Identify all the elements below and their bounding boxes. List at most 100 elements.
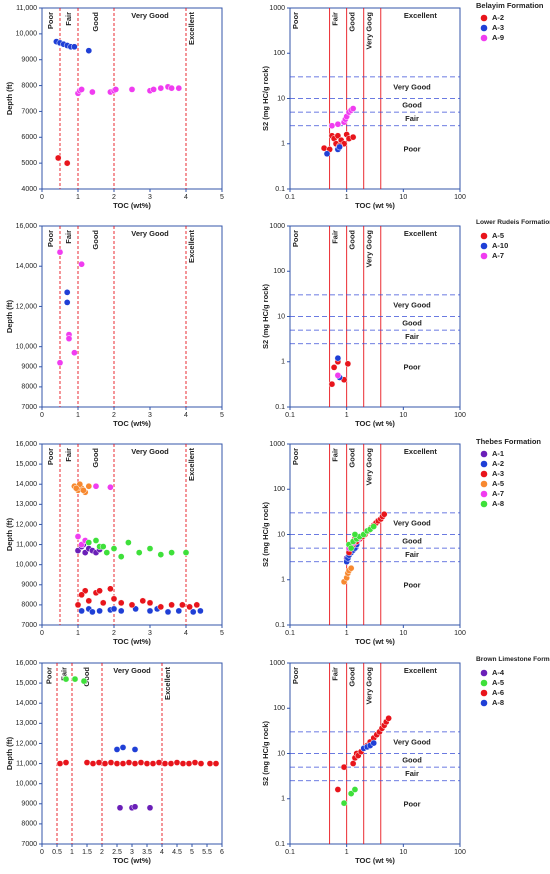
data-point bbox=[74, 601, 82, 609]
legend-title: Belayim Formation bbox=[476, 1, 544, 10]
zone-label: Poor bbox=[46, 448, 55, 465]
data-point bbox=[80, 677, 88, 685]
y-tick-label: 9000 bbox=[21, 57, 37, 64]
data-point bbox=[89, 760, 97, 767]
x-tick-label: 2 bbox=[100, 849, 104, 856]
data-point bbox=[347, 790, 355, 797]
data-point bbox=[78, 607, 85, 615]
x-tick-label: 0 bbox=[40, 849, 44, 856]
data-point bbox=[385, 714, 392, 722]
level-label: Poor bbox=[403, 363, 420, 372]
data-point bbox=[179, 760, 187, 767]
y-tick-label: 10 bbox=[277, 750, 285, 757]
zone-label: Poor bbox=[44, 667, 53, 684]
data-point bbox=[96, 607, 103, 615]
data-point bbox=[131, 803, 139, 811]
y-tick-label: 100 bbox=[273, 50, 285, 57]
y-tick-label: 7000 bbox=[21, 841, 37, 848]
legend-title: Lower Rudeis Formation bbox=[476, 219, 550, 226]
data-point bbox=[212, 760, 220, 767]
legend-label: A-7 bbox=[492, 489, 504, 498]
level-label: Fair bbox=[405, 769, 419, 778]
x-tick-label: 1 bbox=[76, 412, 80, 419]
data-point bbox=[186, 603, 193, 611]
data-point bbox=[146, 599, 154, 607]
y-tick-label: 0.1 bbox=[275, 622, 285, 629]
legend-marker bbox=[480, 500, 488, 508]
legend-label: A-2 bbox=[492, 13, 504, 22]
data-point bbox=[85, 597, 93, 605]
x-axis-label: TOC (wt %) bbox=[355, 637, 395, 646]
legend-label: A-2 bbox=[492, 459, 504, 468]
zone-label: Very Good bbox=[113, 666, 151, 675]
legend-marker bbox=[480, 689, 488, 697]
data-point bbox=[175, 84, 183, 92]
y-tick-label: 12,000 bbox=[16, 303, 38, 310]
zone-label: Good bbox=[91, 448, 100, 468]
y-tick-label: 6000 bbox=[21, 134, 37, 141]
data-point bbox=[349, 133, 357, 141]
x-axis-label: TOC (wt %) bbox=[355, 856, 395, 865]
y-tick-label: 5000 bbox=[21, 160, 37, 167]
legend-marker bbox=[480, 699, 488, 707]
y-tick-label: 10 bbox=[277, 313, 285, 320]
data-point bbox=[71, 43, 78, 51]
zone-label: Good bbox=[348, 12, 357, 32]
legend-marker bbox=[480, 480, 488, 488]
x-tick-label: 10 bbox=[399, 194, 407, 201]
zone-label: Very Good bbox=[131, 11, 169, 20]
data-point bbox=[71, 349, 78, 357]
data-point bbox=[155, 759, 163, 766]
legend-label: A-1 bbox=[492, 449, 504, 458]
y-tick-label: 10,000 bbox=[16, 562, 38, 569]
data-point bbox=[56, 248, 64, 256]
level-label: Very Good bbox=[393, 301, 431, 310]
data-point bbox=[92, 482, 100, 490]
x-tick-label: 1 bbox=[345, 849, 349, 856]
y-axis-label: Depth (ft) bbox=[5, 736, 14, 770]
legend-marker bbox=[480, 232, 488, 240]
zone-label: Poor bbox=[291, 448, 300, 465]
zone-label: Poor bbox=[291, 12, 300, 29]
y-tick-label: 14,000 bbox=[16, 263, 38, 270]
x-tick-label: 100 bbox=[454, 849, 466, 856]
level-label: Poor bbox=[403, 800, 420, 809]
data-point bbox=[119, 744, 127, 751]
legend-marker bbox=[480, 669, 488, 677]
y-tick-label: 11,000 bbox=[16, 760, 37, 767]
data-point bbox=[56, 359, 64, 367]
y-tick-label: 1 bbox=[281, 796, 285, 803]
level-label: Poor bbox=[403, 145, 420, 154]
data-point bbox=[323, 150, 331, 158]
legend-marker bbox=[480, 679, 488, 687]
x-tick-label: 10 bbox=[399, 412, 407, 419]
y-axis-label: S2 (mg HC/g rock) bbox=[261, 65, 270, 131]
y-tick-label: 1000 bbox=[269, 223, 285, 230]
data-point bbox=[110, 605, 118, 613]
x-tick-label: 1.5 bbox=[82, 849, 92, 856]
y-tick-label: 13,000 bbox=[16, 720, 38, 727]
data-point bbox=[89, 88, 96, 96]
data-point bbox=[128, 601, 136, 609]
data-point bbox=[99, 543, 107, 550]
data-point bbox=[125, 759, 133, 766]
data-point bbox=[54, 154, 62, 162]
data-point bbox=[197, 760, 205, 767]
data-point bbox=[110, 545, 118, 552]
data-point bbox=[182, 549, 190, 556]
x-axis-label: TOC (wt %) bbox=[355, 419, 395, 428]
zone-label: Poor bbox=[291, 230, 300, 247]
y-tick-label: 11,000 bbox=[16, 541, 37, 548]
y-tick-label: 16,000 bbox=[16, 660, 38, 667]
y-tick-label: 9000 bbox=[21, 582, 37, 589]
zone-label: Fair bbox=[331, 667, 340, 681]
x-tick-label: 100 bbox=[454, 412, 466, 419]
y-tick-label: 13,000 bbox=[16, 501, 38, 508]
data-point bbox=[95, 759, 103, 766]
x-tick-label: 1 bbox=[345, 412, 349, 419]
zone-label: Fair bbox=[331, 448, 340, 462]
y-axis-label: S2 (mg HC/g rock) bbox=[261, 501, 270, 567]
x-tick-label: 5 bbox=[220, 412, 224, 419]
data-point bbox=[56, 760, 64, 767]
